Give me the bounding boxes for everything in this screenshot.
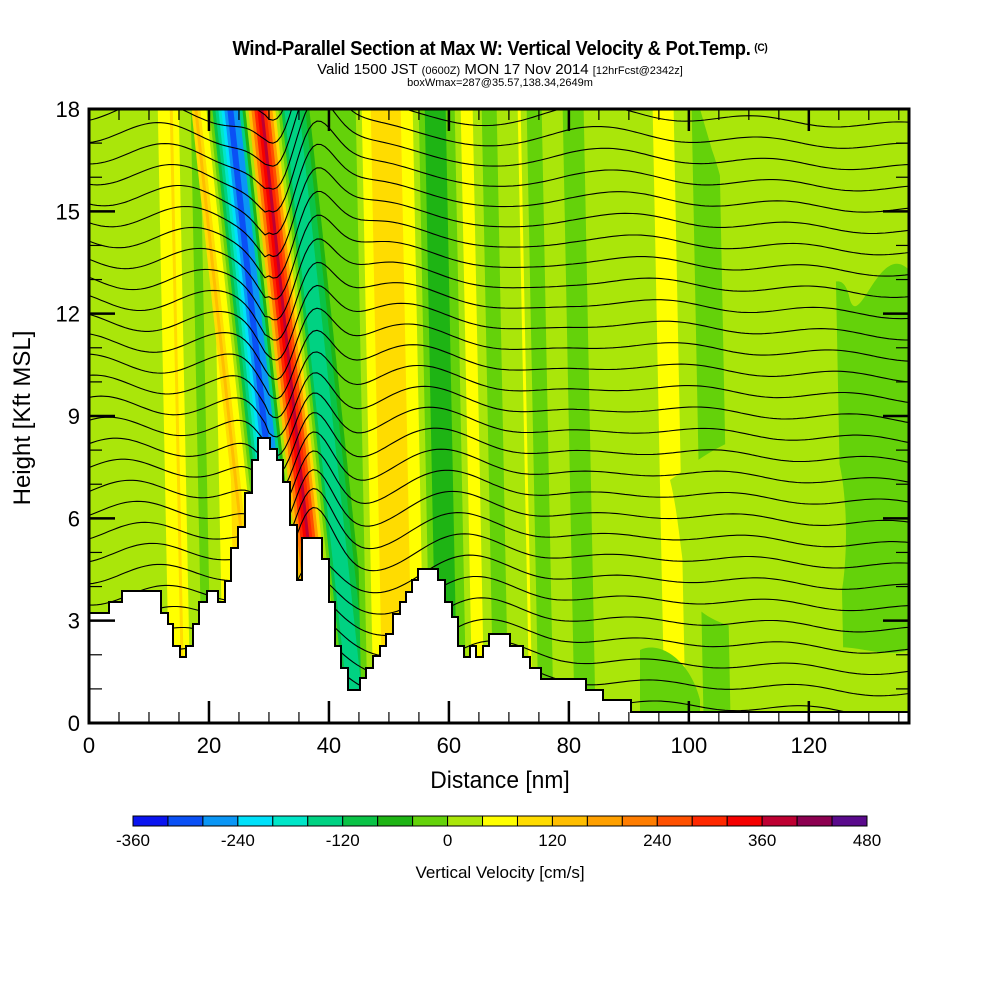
y-tick-label: 18 <box>56 97 80 122</box>
colorbar-swatch <box>691 815 728 827</box>
colorbar-label: Vertical Velocity [cm/s] <box>415 863 585 882</box>
colorbar-swatch <box>761 815 798 827</box>
theta-contour-line <box>89 488 909 557</box>
theta-contour-line <box>89 167 909 258</box>
x-tick-label: 120 <box>790 733 827 758</box>
theta-contour-line <box>89 109 909 144</box>
y-tick-label: 12 <box>56 302 80 327</box>
theta-contour-line <box>89 450 909 516</box>
theta-contour-line <box>89 109 909 167</box>
theta-contour-line <box>89 392 909 457</box>
colorbar: -360 -240 -120 0 120 240 360 480 <box>116 815 881 850</box>
theta-contour-line <box>255 109 284 121</box>
velocity-patch <box>640 647 700 712</box>
theta-contour-line <box>89 214 909 300</box>
theta-contour-line <box>89 351 909 419</box>
colorbar-tick-label: -240 <box>221 831 255 850</box>
theta-contour-line <box>89 120 909 213</box>
y-tick-label: 6 <box>68 506 80 531</box>
theta-contour-line <box>89 284 909 361</box>
theta-contour-line <box>89 307 909 381</box>
theta-contour-line <box>89 109 909 190</box>
colorbar-tick-label: 0 <box>443 831 452 850</box>
velocity-patch <box>820 647 909 712</box>
theta-contour-line <box>89 412 909 476</box>
colorbar-swatch <box>831 815 868 827</box>
colorbar-swatch <box>621 815 658 827</box>
copyright-mark: (C) <box>754 42 768 54</box>
theta-contour-line <box>89 507 909 578</box>
velocity-patch <box>670 428 846 630</box>
colorbar-swatch <box>132 815 169 827</box>
colorbar-swatch <box>516 815 553 827</box>
valid-date: MON 17 Nov 2014 <box>464 61 589 78</box>
colorbar-swatch <box>482 815 518 827</box>
colorbar-swatch <box>656 815 693 827</box>
terrain-profile <box>88 437 910 724</box>
colorbar-swatch <box>726 815 763 827</box>
valid-time: Valid 1500 JST <box>317 61 418 78</box>
theta-contour-line <box>89 431 909 496</box>
colorbar-swatch <box>342 815 379 827</box>
colorbar-swatch <box>377 815 414 827</box>
axes: 0 20 40 60 80 100 120 0 3 6 9 12 15 18 <box>56 97 909 758</box>
colorbar-swatch <box>796 815 833 827</box>
chart-subtitle: Valid 1500 JST (0600Z) MON 17 Nov 2014 [… <box>0 61 1000 78</box>
x-tick-label: 40 <box>317 733 341 758</box>
colorbar-swatch <box>167 815 204 827</box>
colorbar-tick-label: -360 <box>116 831 150 850</box>
y-tick-label: 3 <box>68 609 80 634</box>
x-tick-label: 20 <box>197 733 221 758</box>
velocity-cell <box>898 109 909 643</box>
theta-contour-line <box>89 469 909 537</box>
colorbar-swatch <box>447 815 484 827</box>
y-tick-label: 9 <box>68 404 80 429</box>
x-tick-label: 0 <box>83 733 95 758</box>
theta-contour-line <box>89 329 909 400</box>
velocity-cell <box>305 109 376 723</box>
colorbar-swatch <box>202 815 239 827</box>
valid-utc: (0600Z) <box>421 65 461 77</box>
y-tick-label: 15 <box>56 199 80 224</box>
y-tick-label: 0 <box>68 711 80 736</box>
colorbar-swatch <box>237 815 274 827</box>
forecast-info: [12hrFcst@2342z] <box>592 65 683 77</box>
y-axis-label: Height [Kft MSL] <box>9 330 36 506</box>
theta-contour-line <box>89 143 909 236</box>
colorbar-swatch <box>551 815 588 827</box>
chart-title: Wind-Parallel Section at Max W: Vertical… <box>40 38 960 61</box>
colorbar-tick-label: 240 <box>643 831 671 850</box>
colorbar-swatch <box>412 815 449 827</box>
colorbar-tick-label: 480 <box>853 831 881 850</box>
colorbar-tick-label: 360 <box>748 831 776 850</box>
x-axis-label: Distance [nm] <box>430 767 570 794</box>
theta-contour-line <box>89 261 909 341</box>
theta-contour-line <box>89 238 909 321</box>
colorbar-swatch <box>272 815 309 827</box>
theta-contour-line <box>89 372 909 438</box>
colorbar-tick-label: -120 <box>326 831 360 850</box>
chart-title-text: Wind-Parallel Section at Max W: Vertical… <box>232 38 751 60</box>
box-wmax-info: boxWmax=287@35.57,138.34,2649m <box>407 77 593 89</box>
colorbar-swatch <box>307 815 344 827</box>
x-tick-label: 60 <box>437 733 461 758</box>
x-tick-label: 80 <box>557 733 581 758</box>
theta-contour-line <box>89 190 909 279</box>
colorbar-tick-label: 120 <box>538 831 566 850</box>
x-tick-label: 100 <box>670 733 707 758</box>
colorbar-swatch <box>586 815 623 827</box>
